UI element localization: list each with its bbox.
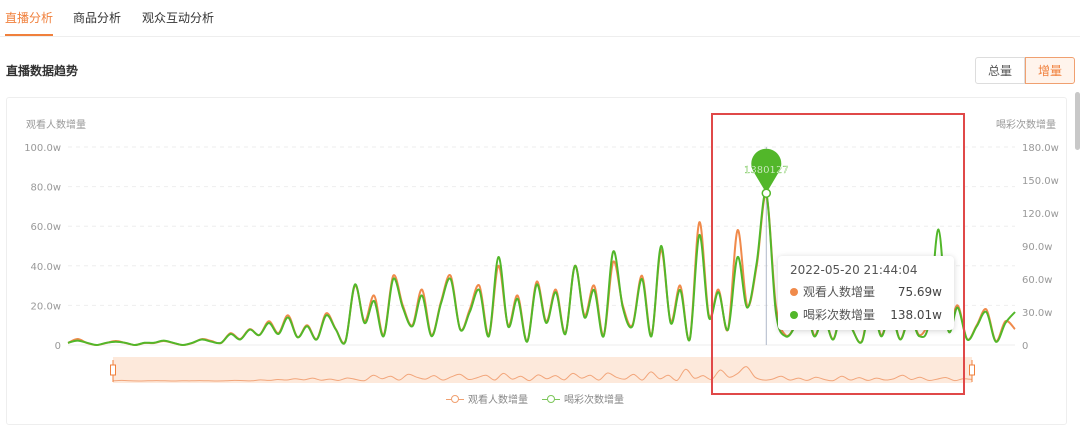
left-tick-label: 100.0w [24, 143, 61, 154]
datazoom-preview-line [112, 366, 973, 382]
tooltip-name: 喝彩次数增量 [803, 308, 876, 322]
legend-item-cheers[interactable]: 喝彩次数增量 [542, 391, 624, 406]
tab-product-analysis[interactable]: 商品分析 [73, 11, 122, 25]
tab-bar: 直播分析 商品分析 观众互动分析 [0, 0, 1080, 37]
markpoint-pin [751, 148, 782, 194]
scrollbar[interactable] [1075, 92, 1080, 150]
legend-line-icon [446, 394, 464, 403]
tooltip-value: 138.01w [890, 307, 942, 322]
tooltip-time: 2022-05-20 21:44:04 [790, 263, 918, 277]
datazoom-slider [113, 357, 972, 383]
peak-point [761, 188, 772, 198]
right-tick-label: 150.0w [1022, 176, 1059, 187]
right-tick-label: 30.0w [1022, 308, 1052, 319]
section-title: 直播数据趋势 [6, 64, 79, 78]
legend: 观看人数增量 喝彩次数增量 [446, 391, 624, 406]
left-tick-label: 40.0w [31, 262, 61, 273]
markpoint-label: 1380127 [744, 165, 789, 176]
highlight-box [711, 113, 965, 395]
total-button[interactable]: 总量 [975, 57, 1025, 84]
right-tick-label: 60.0w [1022, 275, 1052, 286]
orange-dot-icon [790, 287, 798, 296]
left-axis-label: 观看人数增量 [26, 118, 86, 131]
tab-audience-analysis[interactable]: 观众互动分析 [142, 11, 215, 25]
tooltip-name: 观看人数增量 [803, 285, 876, 299]
legend-line-icon [542, 394, 560, 403]
right-tick-label: 90.0w [1022, 242, 1052, 253]
right-tick-label: 180.0w [1022, 143, 1059, 154]
mode-toggle: 总量 增量 [975, 57, 1075, 84]
right-axis-label: 喝彩次数增量 [996, 118, 1056, 131]
left-tick-label: 20.0w [31, 301, 61, 312]
left-tick-label: 80.0w [31, 183, 61, 194]
datazoom-handle-icon[interactable] [110, 364, 116, 376]
right-tick-label: 0 [1022, 341, 1028, 352]
left-tick-label: 0 [55, 341, 61, 352]
tab-live-analysis[interactable]: 直播分析 [5, 9, 54, 36]
tooltip-value: 75.69w [897, 284, 942, 299]
datazoom-handle-icon[interactable] [969, 364, 975, 376]
legend-item-viewers[interactable]: 观看人数增量 [446, 391, 528, 406]
increment-button[interactable]: 增量 [1025, 57, 1075, 84]
left-tick-label: 60.0w [31, 222, 61, 233]
chart-card [6, 97, 1067, 425]
tooltip: 2022-05-20 21:44:04 观看人数增量 75.69w 喝彩次数增量 1… [778, 256, 954, 330]
green-dot-icon [790, 310, 798, 319]
series-line-cheers [67, 191, 1016, 347]
right-tick-label: 120.0w [1022, 209, 1059, 220]
